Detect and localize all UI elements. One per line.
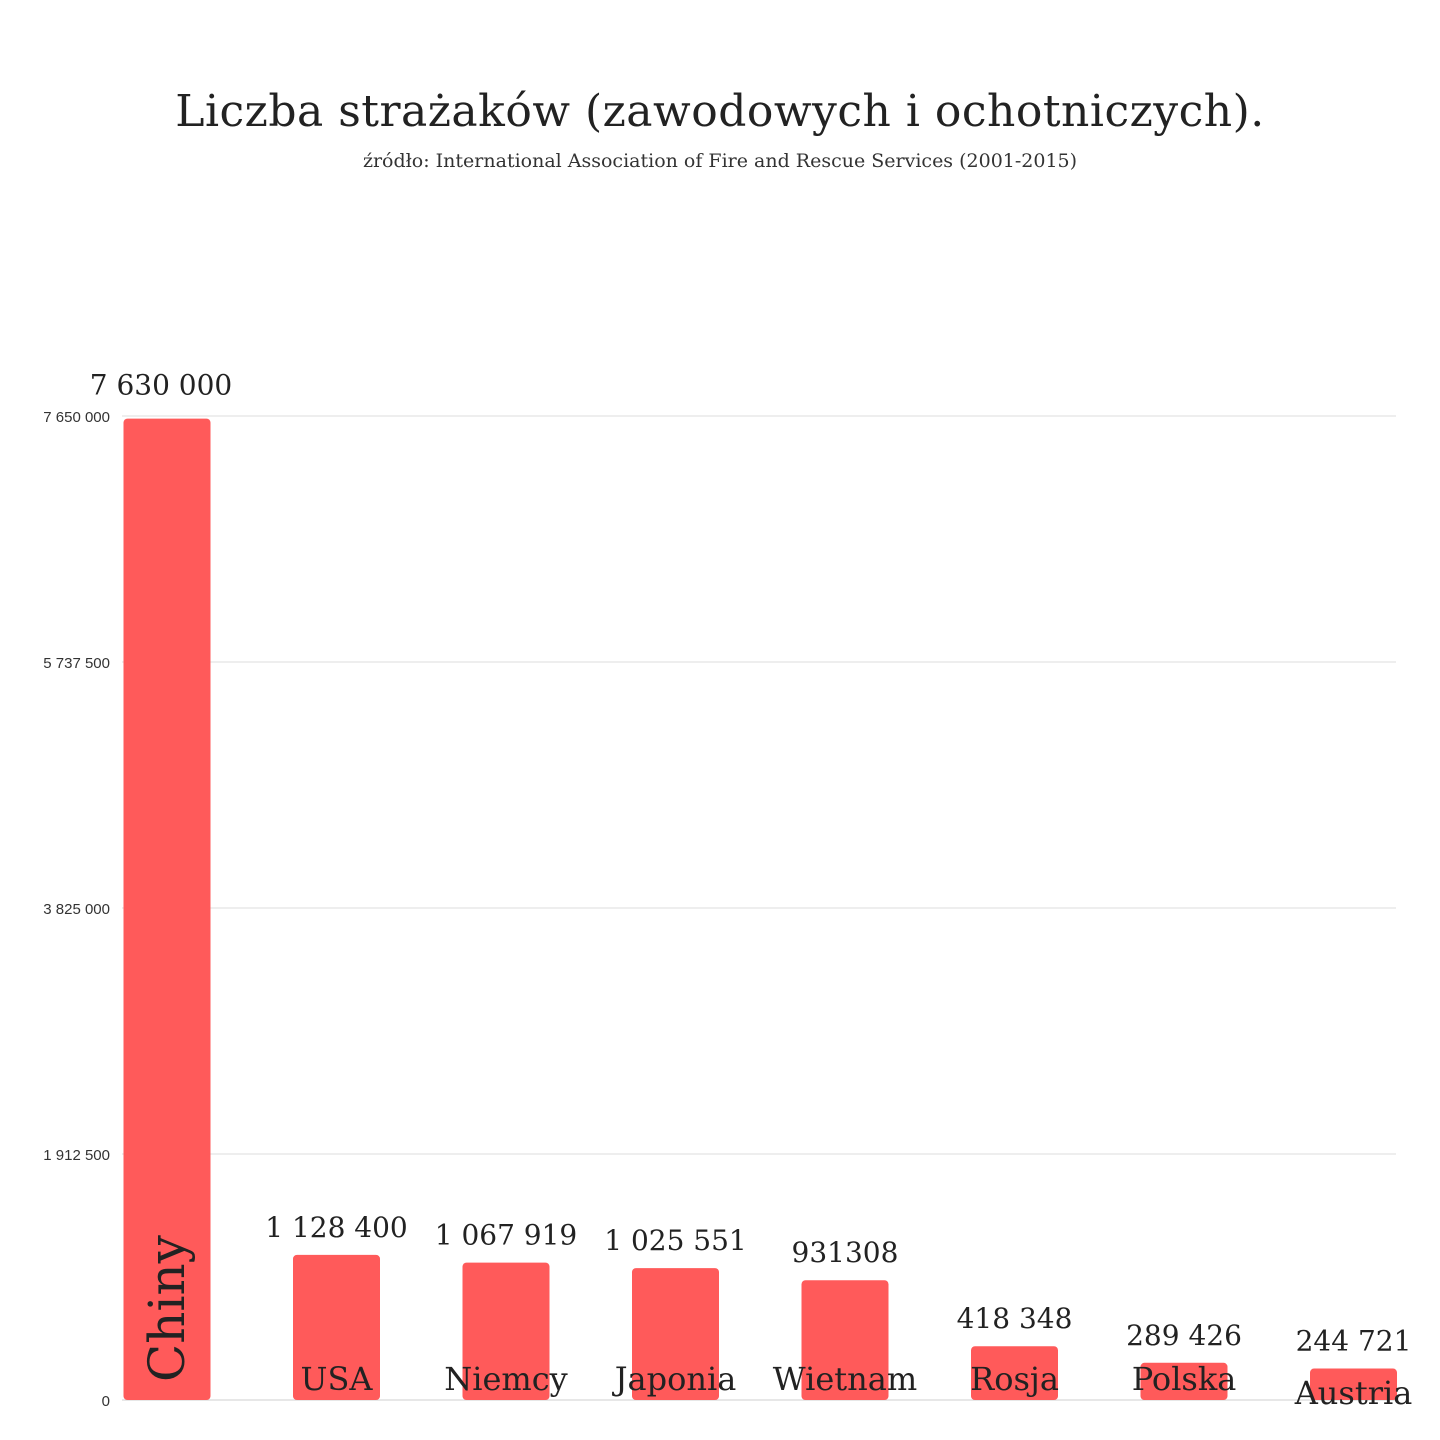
category-label: Niemcy [444, 1360, 568, 1398]
bar-austria [1310, 1368, 1397, 1400]
bar-chiny [123, 418, 211, 1401]
category-label: Wietnam [773, 1360, 917, 1398]
data-label: 1 128 400 [265, 1211, 408, 1244]
category-label: Chiny [138, 1234, 196, 1382]
data-label: 1 025 551 [604, 1224, 747, 1257]
data-label: 7 630 000 [90, 369, 233, 402]
category-label: Rosja [970, 1360, 1059, 1398]
y-tick-label: 1 912 500 [43, 1147, 110, 1164]
bar-wietnam [801, 1280, 889, 1400]
y-tick-label: 5 737 500 [43, 655, 110, 672]
bar-japonia [632, 1268, 719, 1400]
bar-usa [293, 1254, 380, 1400]
chart-title: Liczba strażaków (zawodowych i ochotnicz… [175, 86, 1265, 137]
data-label: 289 426 [1126, 1319, 1242, 1352]
category-label: Austria [1294, 1374, 1413, 1412]
bar-rosja [971, 1346, 1058, 1400]
y-tick-label: 3 825 000 [43, 901, 110, 918]
chart-subtitle: źródło: International Association of Fir… [362, 150, 1078, 172]
category-label: USA [301, 1360, 374, 1398]
data-label: 931308 [792, 1236, 899, 1269]
data-label: 1 067 919 [435, 1219, 578, 1252]
y-tick-label: 7 650 000 [43, 409, 110, 426]
y-tick-label: 0 [102, 1393, 110, 1410]
category-label: Japonia [612, 1360, 737, 1398]
data-label: 418 348 [957, 1302, 1073, 1335]
bar-polska [1140, 1362, 1228, 1400]
data-label: 244 721 [1296, 1325, 1412, 1358]
category-label: Polska [1132, 1360, 1237, 1398]
bar-niemcy [462, 1262, 550, 1400]
